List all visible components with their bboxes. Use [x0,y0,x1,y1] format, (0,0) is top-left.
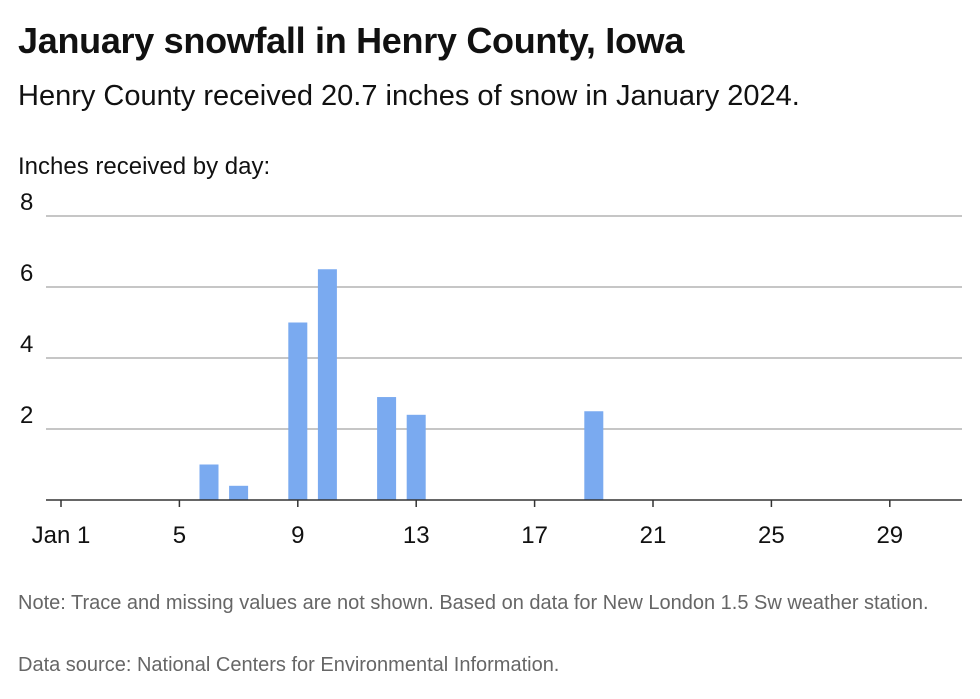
y-tick-label: 2 [20,402,33,429]
x-tick-label: 13 [403,522,430,549]
snowfall-bar [377,397,397,500]
x-tick-label: 9 [291,522,304,549]
snowfall-bar-chart: 2 4 6 8 Jan 1 5 9 13 17 21 25 29 [20,190,962,549]
snowfall-bar [406,414,426,500]
chart-title: January snowfall in Henry County, Iowa [18,20,685,61]
y-tick-label: 6 [20,260,33,287]
y-tick-label: 8 [20,190,33,216]
x-tick-label: 21 [640,522,667,549]
snowfall-bar [288,322,308,500]
data-source: Data source: National Centers for Enviro… [18,654,560,676]
snowfall-bar [199,464,219,500]
snowfall-bar [584,411,604,500]
y-tick-label: 4 [20,331,33,358]
chart-subtitle: Henry County received 20.7 inches of sno… [18,80,800,112]
x-tick-label: 29 [876,522,903,549]
chart-heading: Inches received by day: [18,153,271,180]
snowfall-bar [317,269,337,500]
snowfall-bar [229,485,249,500]
x-tick-label: Jan 1 [32,522,91,549]
x-tick-label: 25 [758,522,785,549]
x-tick-label: 5 [173,522,186,549]
x-tick-label: 17 [521,522,548,549]
footnote: Note: Trace and missing values are not s… [18,592,929,614]
